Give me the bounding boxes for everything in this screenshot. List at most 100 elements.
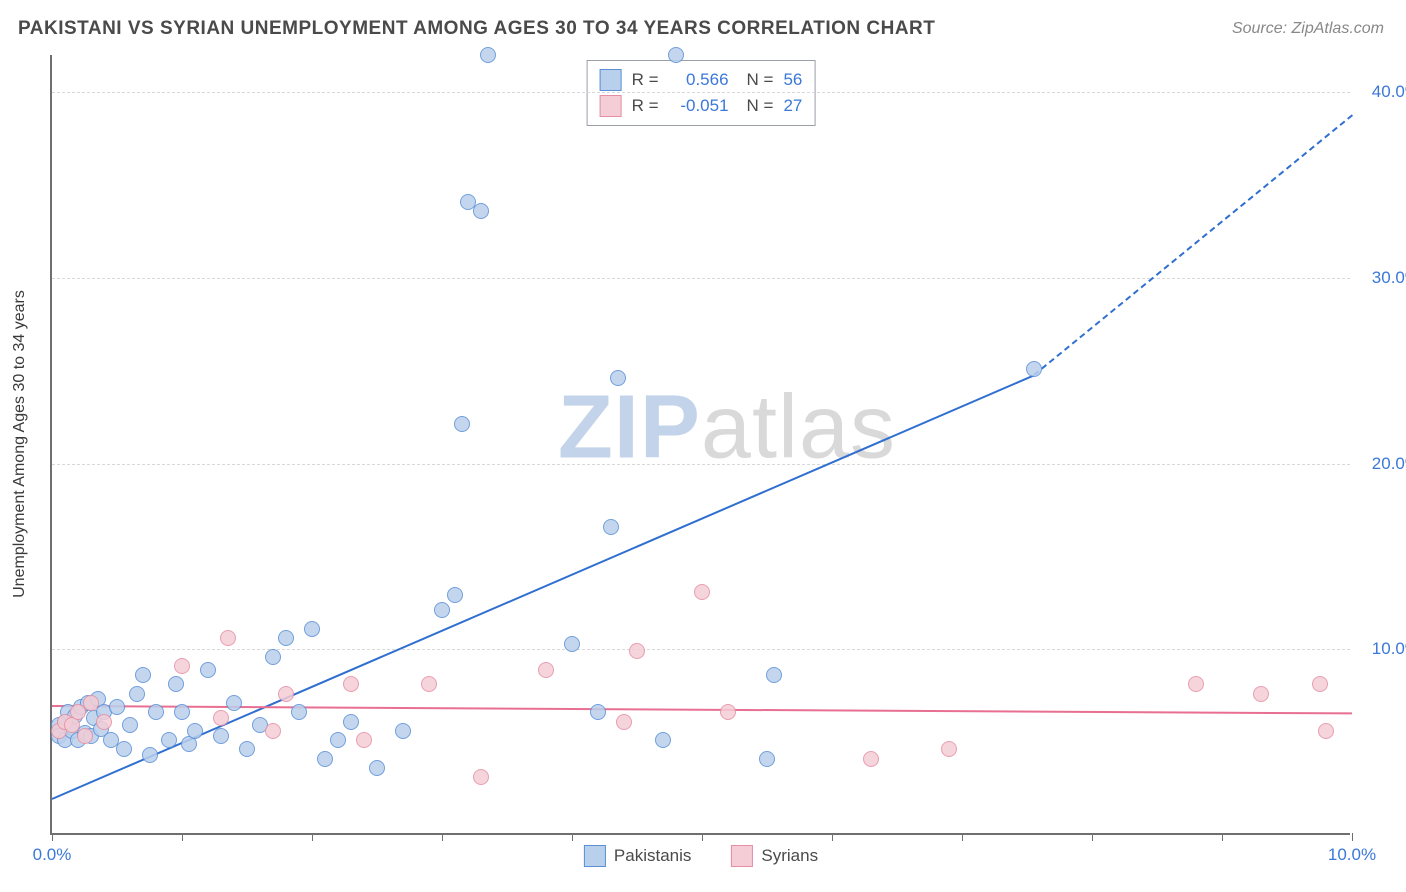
data-point [447, 587, 463, 603]
plot-area: Unemployment Among Ages 30 to 34 years Z… [50, 55, 1350, 835]
x-tick [52, 833, 53, 841]
legend-item-syrians: Syrians [731, 845, 818, 867]
x-tick [1352, 833, 1353, 841]
x-tick [832, 833, 833, 841]
data-point [109, 699, 125, 715]
n-label: N = [747, 96, 774, 116]
data-point [629, 643, 645, 659]
data-point [265, 723, 281, 739]
data-point [278, 630, 294, 646]
legend-swatch [600, 95, 622, 117]
source-label: Source: ZipAtlas.com [1232, 20, 1384, 38]
data-point [200, 662, 216, 678]
series-legend: Pakistanis Syrians [584, 845, 818, 867]
data-point [434, 602, 450, 618]
data-point [616, 714, 632, 730]
x-tick [442, 833, 443, 841]
data-point [220, 630, 236, 646]
data-point [356, 732, 372, 748]
swatch-syrians [731, 845, 753, 867]
data-point [473, 769, 489, 785]
x-tick [702, 833, 703, 841]
gridline [52, 464, 1350, 465]
gridline [52, 92, 1350, 93]
data-point [174, 658, 190, 674]
data-point [668, 47, 684, 63]
legend-label-pakistanis: Pakistanis [614, 846, 691, 866]
data-point [291, 704, 307, 720]
trend-line [1033, 115, 1353, 377]
data-point [330, 732, 346, 748]
data-point [395, 723, 411, 739]
x-tick-label: 0.0% [33, 845, 72, 865]
x-tick [312, 833, 313, 841]
legend-label-syrians: Syrians [761, 846, 818, 866]
r-value: 0.566 [669, 70, 729, 90]
data-point [168, 676, 184, 692]
data-point [369, 760, 385, 776]
data-point [213, 710, 229, 726]
stats-legend-row: R = 0.566 N = 56 [600, 67, 803, 93]
data-point [1026, 361, 1042, 377]
data-point [174, 704, 190, 720]
legend-item-pakistanis: Pakistanis [584, 845, 691, 867]
data-point [538, 662, 554, 678]
data-point [473, 203, 489, 219]
gridline [52, 649, 1350, 650]
data-point [213, 728, 229, 744]
legend-swatch [600, 69, 622, 91]
data-point [1188, 676, 1204, 692]
n-value: 56 [783, 70, 802, 90]
data-point [863, 751, 879, 767]
x-tick [1092, 833, 1093, 841]
data-point [142, 747, 158, 763]
data-point [720, 704, 736, 720]
gridline [52, 278, 1350, 279]
data-point [304, 621, 320, 637]
data-point [148, 704, 164, 720]
data-point [96, 714, 112, 730]
n-label: N = [747, 70, 774, 90]
data-point [421, 676, 437, 692]
data-point [239, 741, 255, 757]
data-point [278, 686, 294, 702]
data-point [343, 676, 359, 692]
stats-legend-row: R = -0.051 N = 27 [600, 93, 803, 119]
data-point [564, 636, 580, 652]
data-point [480, 47, 496, 63]
swatch-pakistanis [584, 845, 606, 867]
r-label: R = [632, 70, 659, 90]
data-point [694, 584, 710, 600]
y-tick-label: 40.0% [1372, 82, 1406, 102]
data-point [83, 695, 99, 711]
data-point [129, 686, 145, 702]
chart-title: PAKISTANI VS SYRIAN UNEMPLOYMENT AMONG A… [18, 18, 935, 40]
data-point [1318, 723, 1334, 739]
y-tick-label: 30.0% [1372, 268, 1406, 288]
n-value: 27 [783, 96, 802, 116]
data-point [77, 728, 93, 744]
data-point [655, 732, 671, 748]
r-value: -0.051 [669, 96, 729, 116]
x-tick [182, 833, 183, 841]
data-point [603, 519, 619, 535]
y-axis-label: Unemployment Among Ages 30 to 34 years [11, 290, 29, 598]
data-point [454, 416, 470, 432]
data-point [161, 732, 177, 748]
data-point [135, 667, 151, 683]
data-point [343, 714, 359, 730]
data-point [122, 717, 138, 733]
data-point [1312, 676, 1328, 692]
data-point [226, 695, 242, 711]
r-label: R = [632, 96, 659, 116]
y-tick-label: 20.0% [1372, 454, 1406, 474]
y-tick-label: 10.0% [1372, 639, 1406, 659]
x-tick [572, 833, 573, 841]
data-point [1253, 686, 1269, 702]
data-point [941, 741, 957, 757]
data-point [265, 649, 281, 665]
data-point [116, 741, 132, 757]
data-point [187, 723, 203, 739]
data-point [759, 751, 775, 767]
x-tick [962, 833, 963, 841]
